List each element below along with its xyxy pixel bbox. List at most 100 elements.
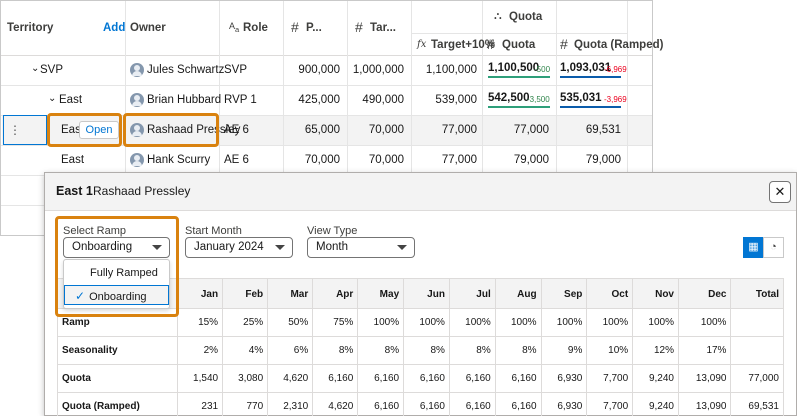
- table-cell: 9%: [540, 336, 588, 365]
- add-territory-link[interactable]: Add: [103, 22, 126, 34]
- quota-delta: -500: [534, 65, 551, 74]
- col-group-quota: Quota: [509, 11, 543, 23]
- p-cell: 65,000: [304, 124, 340, 136]
- col-quota[interactable]: Quota: [502, 39, 536, 51]
- table-row: Quota 1,540 3,080 4,620 6,160 6,160 6,160 6,160…: [57, 364, 784, 393]
- table-cell: 6,160: [312, 364, 359, 393]
- table-cell: 3,080: [222, 364, 269, 393]
- owner-cell: Hank Scurry: [147, 154, 211, 166]
- table-cell: 13,090: [677, 364, 732, 393]
- month-header: Dec: [677, 278, 732, 309]
- start-month-label: Start Month: [185, 225, 242, 237]
- table-view-button[interactable]: ▦: [743, 237, 764, 258]
- table-cell: 6,160: [494, 392, 542, 416]
- table-cell: 6,930: [540, 364, 588, 393]
- number-type-icon: #: [355, 19, 363, 35]
- col-role[interactable]: Role: [243, 22, 268, 34]
- target10-cell: 77,000: [441, 154, 477, 166]
- col-owner[interactable]: Owner: [130, 22, 166, 34]
- col-target10[interactable]: Target+10%: [431, 39, 496, 51]
- number-type-icon: #: [560, 36, 568, 52]
- table-cell: 6,160: [357, 392, 405, 416]
- chevron-down-icon[interactable]: ⌄: [31, 63, 40, 74]
- chart-view-button[interactable]: ◔: [763, 237, 784, 258]
- start-month-value: January 2024: [194, 241, 264, 253]
- table-cell: 9,240: [632, 364, 679, 393]
- start-month-combobox[interactable]: January 2024: [185, 237, 293, 258]
- table-cell: 2,310: [267, 392, 314, 416]
- table-cell: 25%: [222, 308, 269, 337]
- chevron-down-icon[interactable]: ⌄: [48, 93, 57, 104]
- row-label: Seasonality: [57, 336, 178, 365]
- quota-cell: 542,500: [488, 92, 530, 104]
- tar-cell: 1,000,000: [352, 64, 404, 76]
- chevron-down-icon: [152, 245, 162, 250]
- view-type-value: Month: [316, 241, 348, 253]
- month-header: Apr: [312, 278, 359, 309]
- option-fully-ramped[interactable]: Fully Ramped: [90, 267, 158, 279]
- quota-ramped-bar: [560, 76, 621, 78]
- col-quota-ramped[interactable]: Quota (Ramped): [574, 39, 664, 51]
- table-row: Quota (Ramped) 231 770 2,310 4,620 6,160 6,160…: [57, 392, 784, 416]
- p-cell: 70,000: [304, 154, 340, 166]
- open-button[interactable]: Open: [79, 121, 119, 139]
- view-type-label: View Type: [307, 225, 358, 237]
- col-territory[interactable]: Territory: [7, 22, 54, 34]
- territory-cell: East: [61, 154, 85, 166]
- table-cell: 9,240: [632, 392, 679, 416]
- select-ramp-combobox[interactable]: Onboarding: [63, 237, 170, 258]
- target10-cell: 539,000: [435, 94, 477, 106]
- table-cell: 4,620: [312, 392, 359, 416]
- owner-cell: Jules Schwartz: [147, 64, 225, 76]
- table-cell: 100%: [677, 308, 732, 337]
- number-type-icon: #: [291, 19, 299, 35]
- table-cell: 6,160: [403, 364, 450, 393]
- target10-cell: 77,000: [441, 124, 477, 136]
- table-row: Seasonality 2% 4% 6% 8% 8% 8% 8% 8% 9% 10% 12% 17%: [57, 336, 784, 365]
- table-cell: 75%: [312, 308, 359, 337]
- quota-cell: 1,100,500: [488, 62, 540, 74]
- table-cell: 6,160: [448, 392, 496, 416]
- ramped-delta: -6,969: [604, 65, 627, 74]
- table-cell: 7,700: [586, 364, 634, 393]
- modal-title: East 1: [56, 184, 93, 198]
- month-header: May: [357, 278, 405, 309]
- ramped-delta: -3,969: [604, 95, 627, 104]
- table-cell: 4%: [222, 336, 269, 365]
- select-ramp-value: Onboarding: [72, 241, 133, 253]
- table-row: Ramp 15% 25% 50% 75% 100% 100% 100% 100% 100% 100%…: [57, 308, 784, 337]
- table-cell: 8%: [448, 336, 496, 365]
- row-actions-icon[interactable]: ⋮: [9, 123, 21, 137]
- table-cell: 50%: [267, 308, 314, 337]
- table-cell: 13,090: [677, 392, 732, 416]
- col-tar[interactable]: Tar...: [370, 22, 396, 34]
- month-header: Jan: [176, 278, 224, 309]
- formula-icon: fx: [417, 39, 427, 50]
- table-cell: 6,160: [403, 392, 450, 416]
- table-cell: 4,620: [267, 364, 314, 393]
- quota-ramped-cell: 1,093,031: [560, 62, 612, 74]
- total-header: Total: [730, 278, 784, 309]
- month-header: Sep: [540, 278, 588, 309]
- close-button[interactable]: ✕: [769, 181, 791, 203]
- table-cell: 6,160: [448, 364, 496, 393]
- option-onboarding[interactable]: ✓ Onboarding: [64, 285, 169, 305]
- table-cell: 1,540: [176, 364, 224, 393]
- row-label: Quota: [57, 364, 178, 393]
- view-type-combobox[interactable]: Month: [307, 237, 415, 258]
- p-cell: 900,000: [298, 64, 340, 76]
- chevron-down-icon: [397, 245, 407, 250]
- highlight-owner-cell: [123, 113, 219, 147]
- tar-cell: 70,000: [368, 154, 404, 166]
- role-cell: AE 6: [224, 124, 249, 136]
- table-row: [1, 116, 652, 146]
- role-cell: RVP 1: [224, 94, 257, 106]
- table-row: [1, 86, 652, 116]
- check-icon: ✓: [75, 289, 86, 303]
- territory-cell: East: [59, 94, 83, 106]
- table-cell: 8%: [312, 336, 359, 365]
- quota-ramped-cell: 69,531: [585, 124, 621, 136]
- text-type-icon: Aa: [229, 21, 240, 34]
- tar-cell: 70,000: [368, 124, 404, 136]
- col-p[interactable]: P...: [306, 22, 322, 34]
